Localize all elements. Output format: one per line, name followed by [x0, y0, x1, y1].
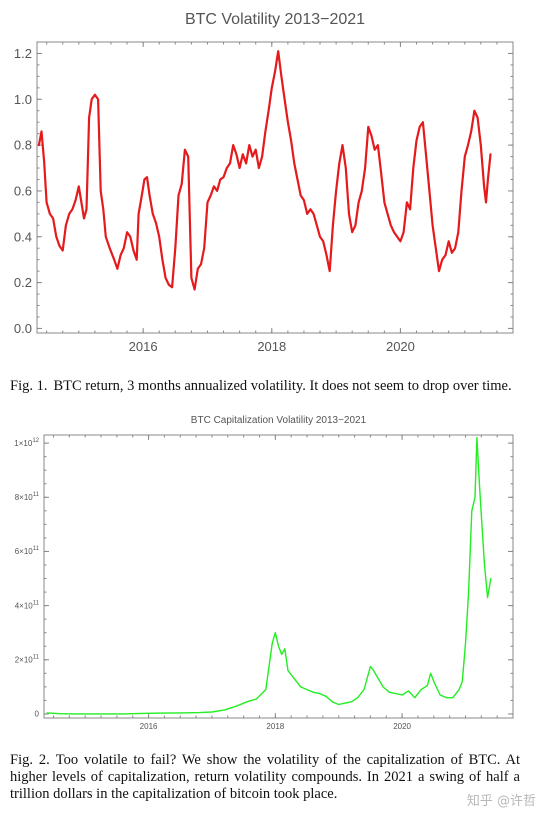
- y-tick-label: 0.4: [14, 229, 32, 244]
- y-tick-label: 2×1011: [15, 655, 40, 665]
- y-tick-label: 0.2: [14, 275, 32, 290]
- figure-2-label: Fig. 2.: [10, 752, 50, 768]
- volatility-chart: BTC Volatility 2013−2021 2016 2018 2020 0.0 0…: [14, 11, 514, 354]
- capitalization-chart: BTC Capitalization Volatility 2013−2021 2…: [14, 415, 514, 731]
- y-tick-label: 6×1011: [15, 546, 40, 556]
- x-tick-label: 2018: [266, 722, 284, 731]
- chart-title: BTC Capitalization Volatility 2013−2021: [191, 415, 367, 426]
- figure-2-caption: Fig. 2. Too volatile to fail? We show the…: [10, 752, 520, 803]
- x-tick-label: 2018: [257, 339, 286, 354]
- figure-2-text: Too volatile to fail? We show the volati…: [10, 752, 521, 802]
- figure-1-text: BTC return, 3 months annualized volatili…: [53, 378, 512, 394]
- y-tick-label: 1×1012: [14, 438, 39, 448]
- figure-1-caption: Fig. 1. BTC return, 3 months annualized v…: [10, 378, 520, 395]
- y-tick-label: 8×1011: [15, 492, 40, 502]
- plot-frame: [36, 41, 514, 334]
- x-tick-label: 2016: [140, 722, 158, 731]
- y-tick-label: 4×1011: [15, 600, 40, 610]
- watermark: 知乎 @许哲: [466, 794, 536, 809]
- y-tick-label: 0.0: [14, 321, 32, 336]
- y-tick-label: 1.0: [14, 92, 32, 107]
- y-tick-label: 0.8: [14, 138, 32, 153]
- y-tick-label: 0: [35, 710, 40, 719]
- x-tick-label: 2020: [386, 339, 415, 354]
- figure-1: BTC Volatility 2013−2021 2016 2018 2020 0.0 0…: [0, 0, 548, 370]
- x-tick-label: 2016: [129, 339, 158, 354]
- y-tick-label: 1.2: [14, 46, 32, 61]
- series-line-1: [46, 437, 492, 715]
- y-tick-label: 0.6: [14, 183, 32, 198]
- figure-1-label: Fig. 1.: [10, 378, 48, 394]
- x-tick-label: 2020: [393, 722, 411, 731]
- series-line-1: [37, 50, 492, 291]
- figure-2: BTC Capitalization Volatility 2013−2021 2…: [0, 405, 548, 735]
- chart-title: BTC Volatility 2013−2021: [185, 11, 365, 28]
- plot-frame: [43, 434, 514, 719]
